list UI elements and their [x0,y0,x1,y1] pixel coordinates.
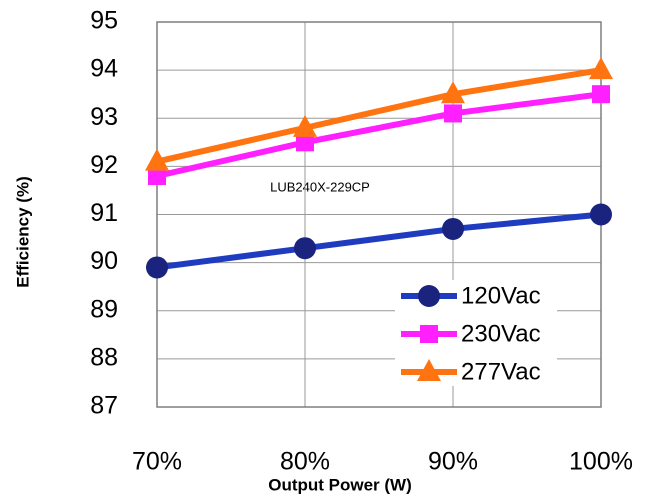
marker [589,57,613,80]
legend-label: 120Vac [461,282,541,309]
marker [590,203,612,226]
series-line [156,211,602,271]
y-tick-label: 90 [90,247,118,275]
y-tick-label: 91 [90,199,118,227]
x-tick-label: 90% [428,448,478,476]
y-tick-label: 94 [90,55,118,83]
marker [442,217,464,240]
x-tick-label: 70% [132,448,182,476]
marker [417,359,441,381]
marker [294,237,316,260]
y-tick-label: 89 [90,295,118,323]
series-line [156,67,602,165]
marker [146,256,168,279]
annotation: LUB240X-229CP [270,179,370,194]
legend-label: 230Vac [461,320,541,347]
marker [418,285,440,307]
y-tick-label: 87 [90,392,118,420]
marker [145,148,169,171]
marker [444,104,462,123]
y-tick-label: 88 [90,343,118,371]
y-tick-label: 93 [90,103,118,131]
series-line [156,91,602,179]
marker [148,167,166,185]
x-axis-label: Output Power (W) [268,475,412,494]
marker [296,133,314,152]
marker [441,81,465,104]
x-tick-label: 80% [280,448,330,476]
legend-label: 277Vac [461,358,541,385]
marker [420,325,438,343]
y-tick-label: 95 [90,7,118,35]
y-axis-label: Efficiency (%) [13,176,32,287]
x-tick-label: 100% [569,448,633,476]
y-tick-label: 92 [90,151,118,179]
marker [293,114,317,137]
marker [592,85,610,104]
